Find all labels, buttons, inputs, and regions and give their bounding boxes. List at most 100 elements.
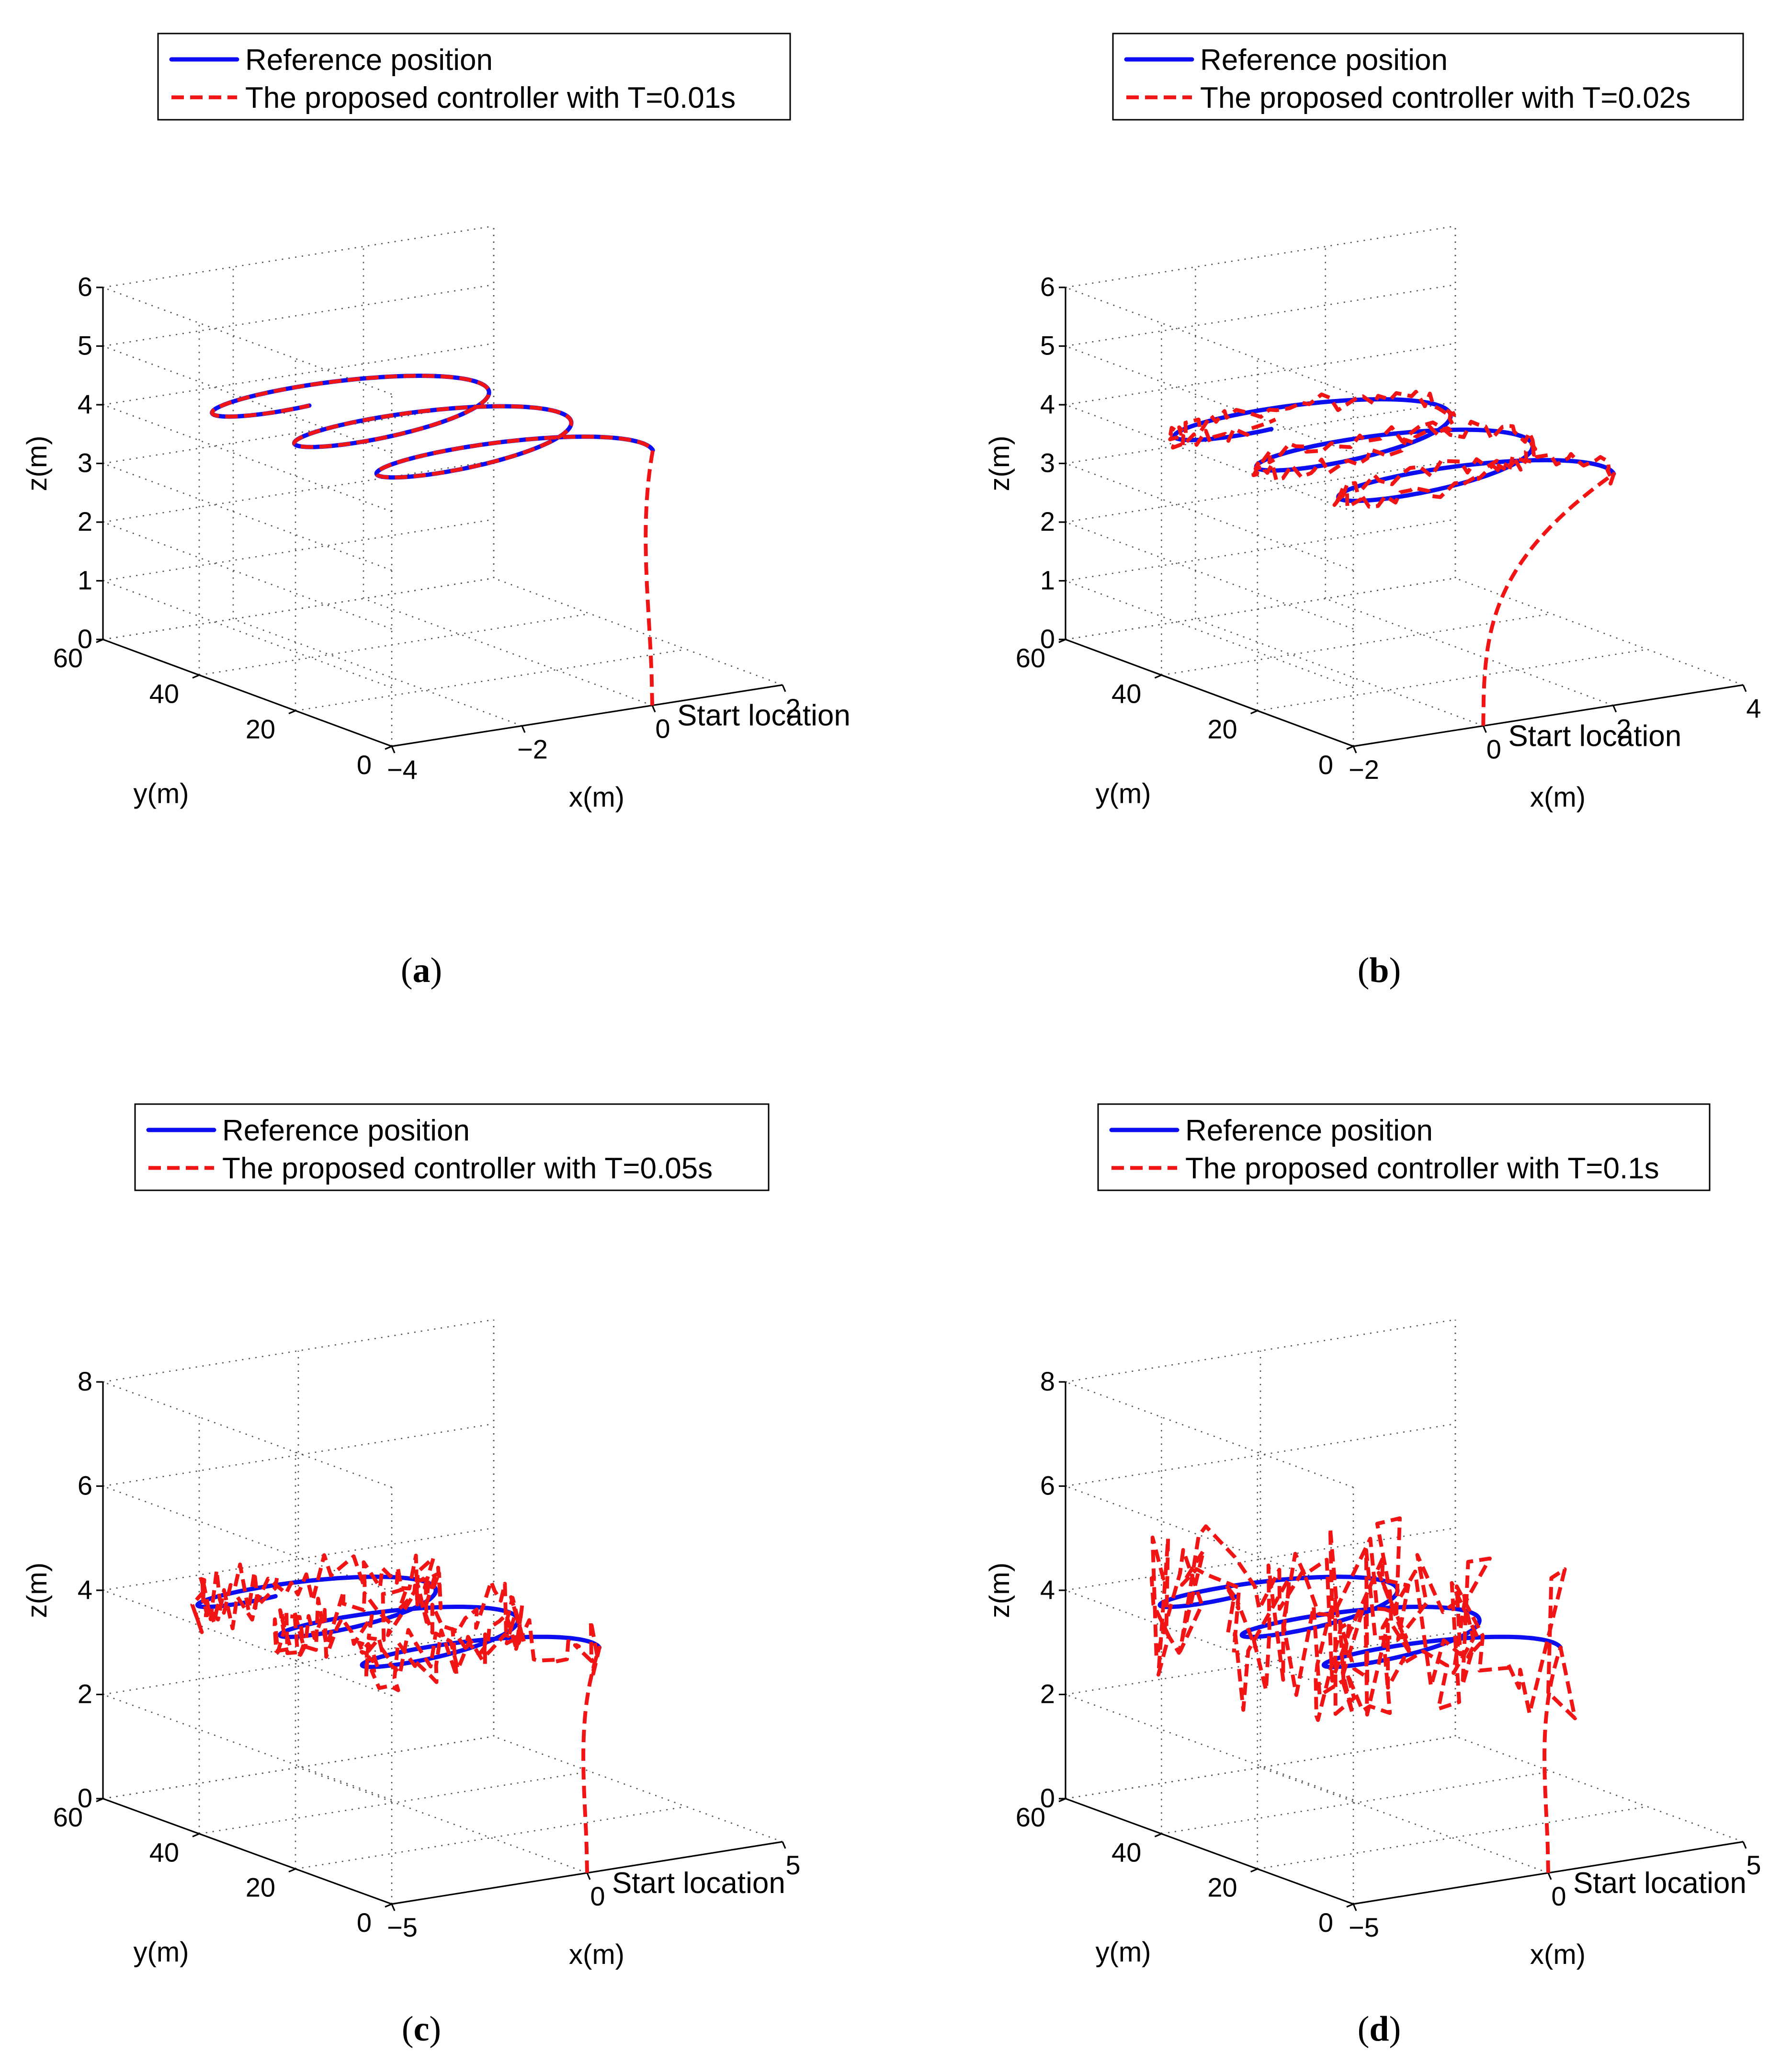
z-tick-label: 0 bbox=[1040, 1783, 1055, 1813]
series-controller bbox=[1168, 389, 1616, 726]
x-axis-label: x(m) bbox=[1530, 1939, 1586, 1970]
y-tick-label: 40 bbox=[1111, 1837, 1141, 1867]
grid-line-z bbox=[1065, 1381, 1354, 1488]
x-axis-line bbox=[1353, 684, 1744, 747]
y-tick-label: 60 bbox=[1016, 643, 1045, 673]
legend-box bbox=[157, 33, 791, 121]
grid-line-z bbox=[102, 580, 392, 688]
z-tick-label: 2 bbox=[78, 506, 92, 536]
legend-box bbox=[1112, 33, 1744, 121]
z-axis-label: z(m) bbox=[22, 436, 53, 491]
z-tick-label: 4 bbox=[78, 1574, 92, 1605]
x-tick-mark bbox=[1612, 705, 1617, 713]
legend: Reference position The proposed controlle… bbox=[134, 1103, 770, 1191]
y-tick-mark bbox=[288, 1868, 296, 1873]
y-axis-line bbox=[1065, 639, 1354, 747]
grid-line-x bbox=[1260, 1767, 1549, 1874]
x-tick-mark bbox=[1742, 684, 1747, 692]
grid-line-z bbox=[1065, 345, 1354, 454]
z-tick-label: 1 bbox=[1040, 565, 1055, 595]
x-tick-label: −4 bbox=[387, 754, 418, 785]
grid-line-z bbox=[1065, 286, 1354, 395]
x-tick-label: 2 bbox=[785, 693, 800, 723]
z-tick-label: 6 bbox=[1040, 1471, 1055, 1501]
z-tick-label: 5 bbox=[1040, 331, 1055, 361]
grid-line-z bbox=[102, 342, 494, 406]
grid-line-z bbox=[102, 1485, 392, 1592]
grid-line-z bbox=[1065, 463, 1354, 571]
z-tick-label: 0 bbox=[1040, 624, 1055, 654]
y-tick-label: 0 bbox=[1318, 1907, 1333, 1938]
grid-line-x bbox=[1325, 598, 1614, 706]
x-tick-mark bbox=[1742, 1841, 1747, 1849]
y-axis-label: y(m) bbox=[1096, 778, 1151, 810]
y-tick-label: 20 bbox=[1207, 1872, 1237, 1903]
x-tick-mark bbox=[586, 1872, 591, 1880]
z-axis-label: z(m) bbox=[984, 436, 1015, 491]
grid-line-z bbox=[1065, 519, 1456, 582]
z-tick-label: 4 bbox=[1040, 389, 1055, 419]
y-tick-label: 20 bbox=[1207, 714, 1237, 744]
grid-line-z bbox=[102, 521, 392, 630]
grid-line-z bbox=[102, 1694, 392, 1801]
grid-line-x bbox=[493, 1735, 783, 1843]
y-tick-mark bbox=[1346, 1903, 1354, 1908]
y-tick-mark bbox=[288, 710, 296, 715]
z-tick-label: 3 bbox=[78, 448, 92, 478]
grid-line-z bbox=[1065, 1589, 1354, 1697]
x-tick-mark bbox=[391, 746, 396, 753]
series-controller bbox=[210, 374, 655, 706]
x-tick-label: 2 bbox=[1616, 714, 1631, 744]
series-reference-position bbox=[1172, 397, 1616, 503]
z-tick-label: 6 bbox=[78, 1471, 92, 1501]
legend-label-reference: Reference position bbox=[1200, 44, 1448, 77]
y-tick-mark bbox=[1154, 1833, 1162, 1837]
grid-line-z bbox=[102, 1423, 494, 1487]
z-tick-label: 2 bbox=[78, 1679, 92, 1709]
grid-line-z bbox=[1065, 225, 1456, 288]
grid-line-x bbox=[363, 598, 653, 706]
x-tick-mark bbox=[1352, 746, 1357, 753]
z-tick-label: 3 bbox=[1040, 448, 1055, 478]
x-axis-line bbox=[391, 684, 783, 747]
x-tick-mark bbox=[782, 684, 786, 692]
z-tick-label: 0 bbox=[78, 624, 92, 654]
z-tick-label: 6 bbox=[1040, 272, 1055, 302]
y-axis-line bbox=[102, 639, 392, 747]
y-axis-line bbox=[1065, 1798, 1354, 1905]
caption-letter: c bbox=[414, 2009, 430, 2049]
x-tick-label: 4 bbox=[1746, 693, 1761, 723]
grid-line-y bbox=[199, 613, 590, 676]
grid-line-y bbox=[199, 1771, 590, 1835]
panel-caption: (a) bbox=[401, 951, 442, 990]
start-location-annotation: Start location bbox=[677, 699, 851, 732]
grid-line-z bbox=[102, 460, 494, 523]
y-tick-label: 0 bbox=[357, 750, 372, 780]
grid-line-z bbox=[1065, 1631, 1456, 1695]
z-tick-label: 4 bbox=[78, 389, 92, 419]
y-tick-label: 0 bbox=[1318, 750, 1333, 780]
legend: Reference position The proposed controlle… bbox=[1112, 33, 1744, 121]
grid-line-x bbox=[493, 577, 783, 686]
y-tick-label: 60 bbox=[53, 643, 83, 673]
grid-line-z bbox=[1065, 1485, 1354, 1592]
legend-label-reference: Reference position bbox=[1185, 1114, 1433, 1147]
x-tick-mark bbox=[1547, 1872, 1552, 1880]
grid-line-z bbox=[1065, 460, 1456, 523]
grid-line-z bbox=[1065, 580, 1354, 688]
x-tick-mark bbox=[1352, 1904, 1357, 1911]
z-axis-label: z(m) bbox=[22, 1563, 53, 1618]
legend-box bbox=[1097, 1103, 1711, 1191]
grid-line-z bbox=[1065, 404, 1354, 513]
x-tick-mark bbox=[651, 705, 656, 713]
series-controller bbox=[190, 1553, 601, 1873]
grid-line-z bbox=[1065, 401, 1456, 464]
z-axis-label: z(m) bbox=[984, 1563, 1015, 1618]
y-tick-label: 20 bbox=[246, 714, 275, 744]
grid-line-y bbox=[1257, 649, 1647, 711]
y-tick-mark bbox=[1154, 674, 1162, 679]
y-tick-label: 40 bbox=[149, 678, 179, 708]
